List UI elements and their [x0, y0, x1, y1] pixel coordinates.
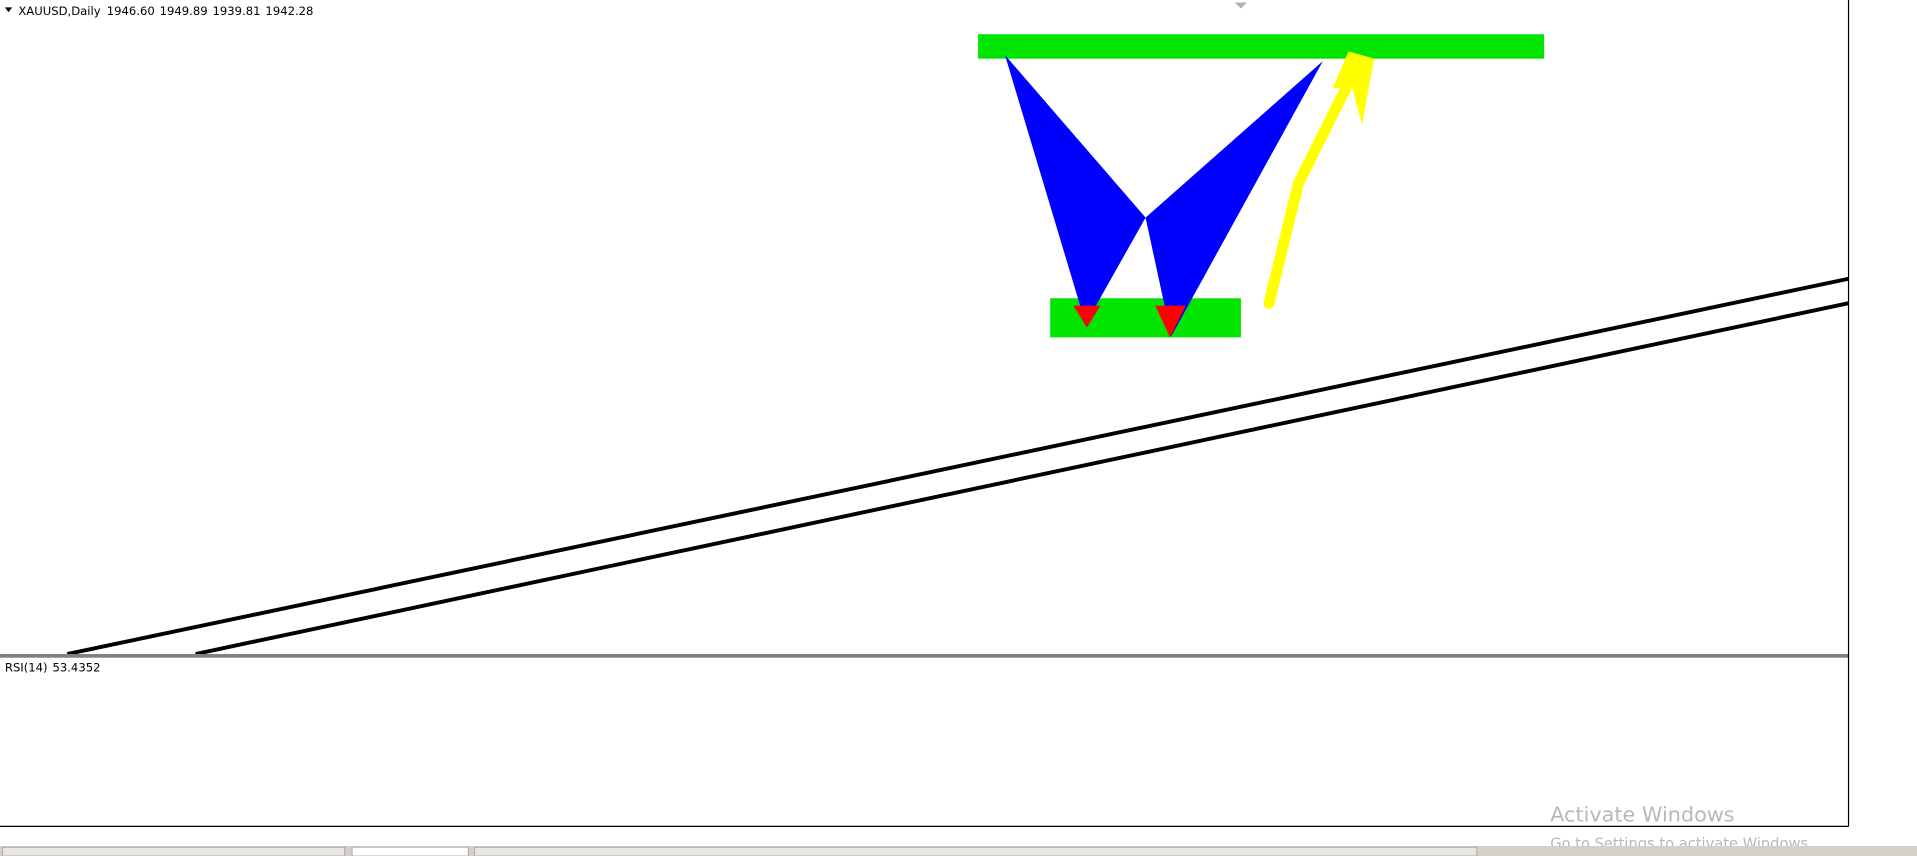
- rsi-header: RSI(14) 53.4352: [5, 660, 101, 674]
- trend-line: [195, 301, 1849, 656]
- high: 1949.89: [160, 4, 208, 18]
- open: 1946.60: [107, 4, 155, 18]
- pattern-triangle: [1145, 61, 1323, 337]
- tab[interactable]: [2, 846, 346, 856]
- pattern-marker: [1073, 305, 1101, 328]
- rsi-value: 53.4352: [52, 660, 100, 674]
- pattern-marker: [1155, 305, 1186, 338]
- low: 1939.81: [213, 4, 261, 18]
- panel-separator: [0, 654, 1849, 658]
- tab[interactable]: [351, 846, 469, 856]
- close: 1942.28: [265, 4, 313, 18]
- header: XAUUSD,Daily 1946.60 1949.89 1939.81 1942.28: [18, 4, 313, 18]
- menu-arrow[interactable]: [4, 7, 13, 13]
- trend-line: [66, 276, 1849, 656]
- resistance-zone: [978, 34, 1545, 59]
- support-zone: [1050, 298, 1241, 338]
- shift-marker[interactable]: [1234, 2, 1248, 9]
- symbol: XAUUSD,Daily: [18, 4, 100, 18]
- rsi-name: RSI(14): [5, 660, 48, 674]
- arrow-head: [1332, 51, 1375, 125]
- tab[interactable]: [473, 846, 1478, 856]
- pattern-triangle: [1004, 55, 1146, 324]
- watermark-title: Activate Windows: [1550, 802, 1734, 826]
